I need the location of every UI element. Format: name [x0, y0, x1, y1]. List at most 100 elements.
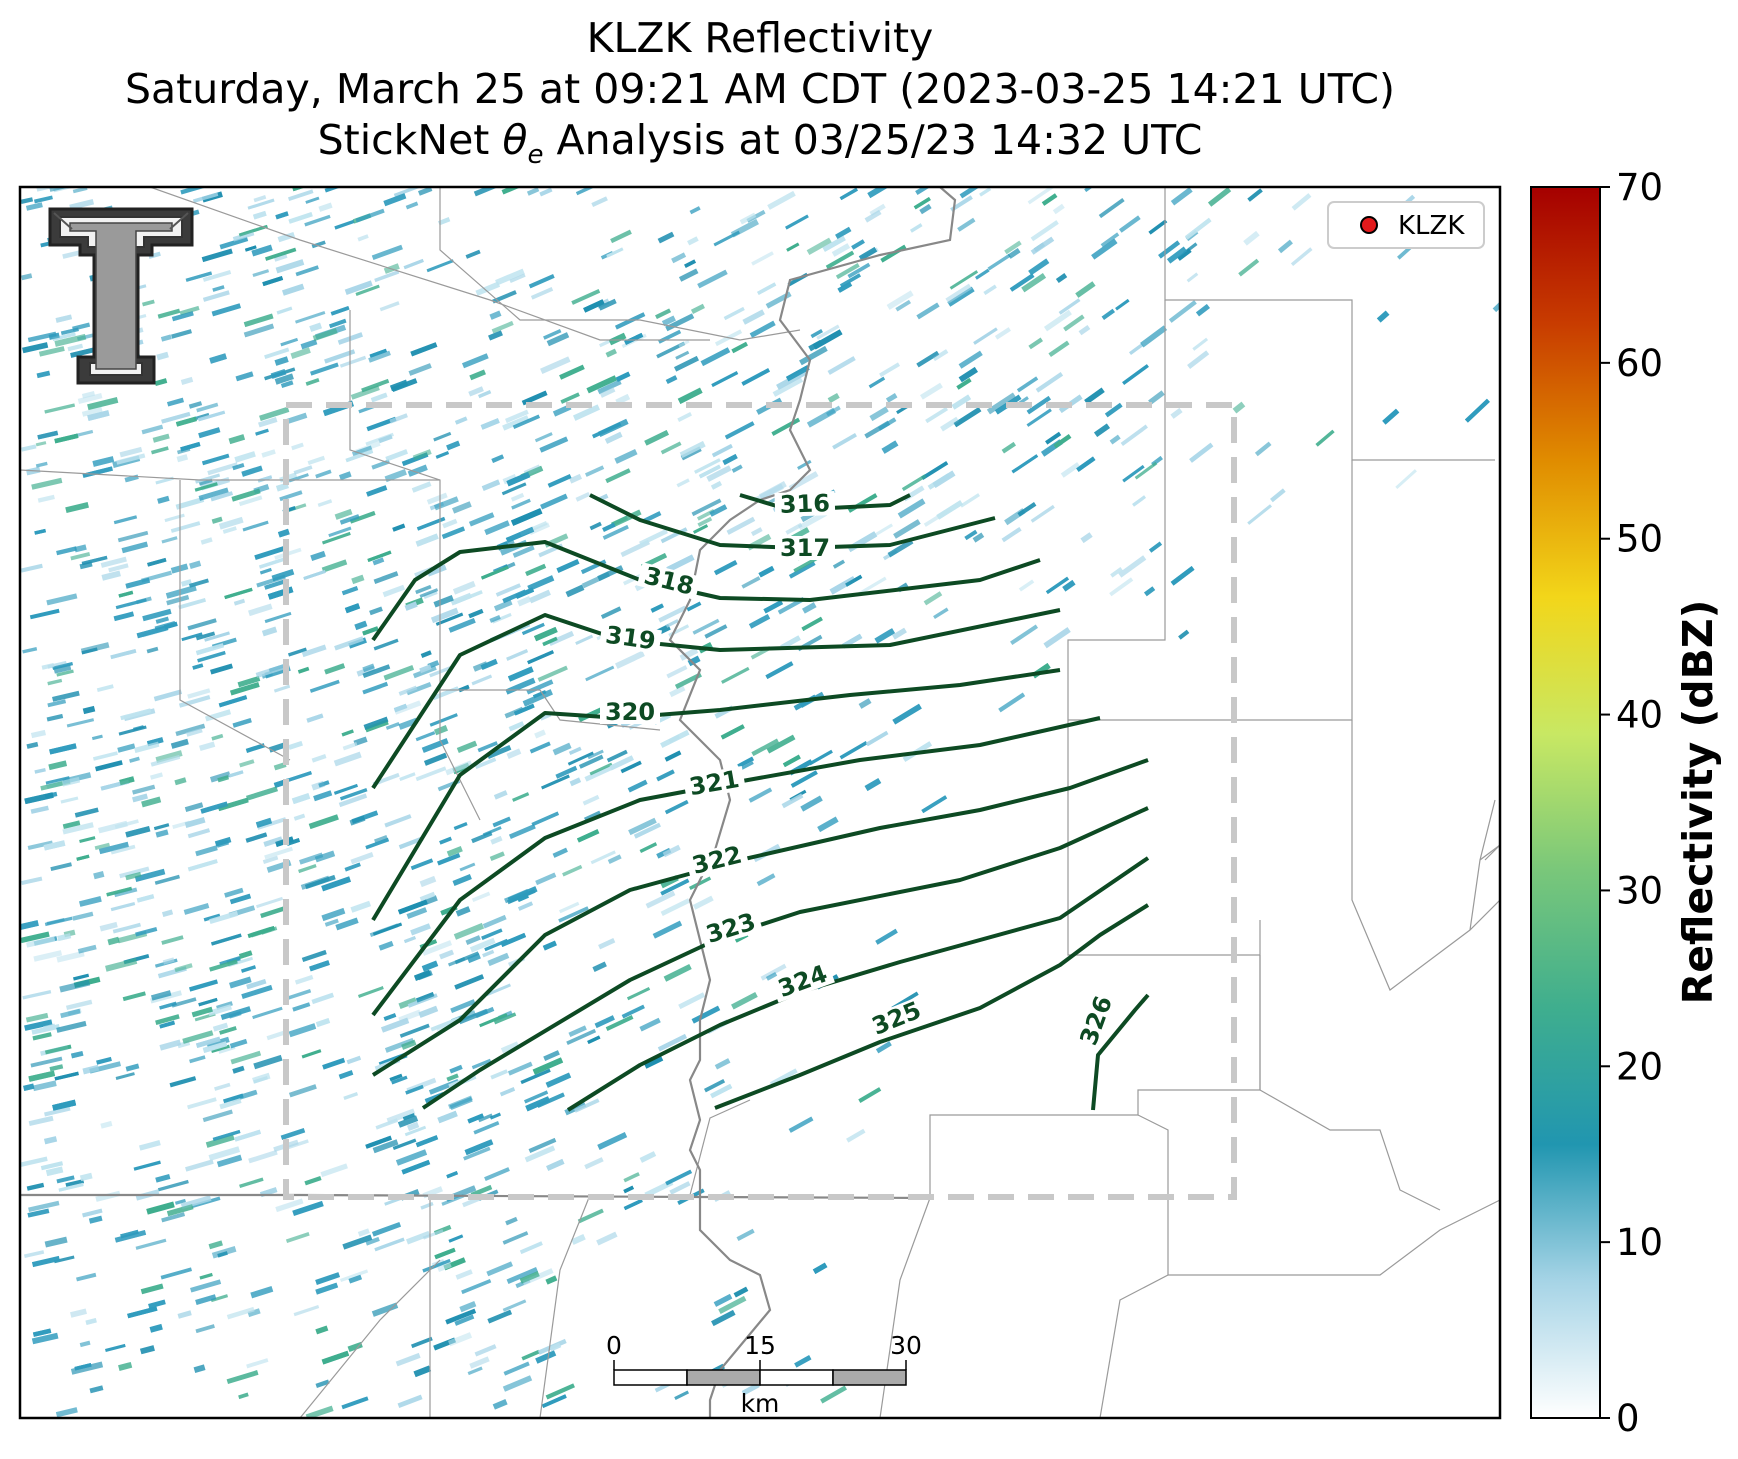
- radar-gate: [31, 1255, 60, 1268]
- radar-gate: [802, 602, 817, 614]
- radar-gate: [28, 1200, 60, 1212]
- radar-gate: [507, 666, 534, 682]
- title-line-1: KLZK Reflectivity: [587, 14, 934, 62]
- radar-gate: [262, 275, 284, 287]
- radar-gate: [478, 1113, 493, 1123]
- radar-gate: [53, 664, 72, 674]
- radar-gate: [242, 520, 269, 532]
- map-background: [20, 187, 1500, 1418]
- radar-gate: [516, 892, 529, 902]
- radar-gate: [448, 1332, 473, 1347]
- radar-gate: [664, 799, 689, 815]
- radar-gate: [639, 1151, 657, 1163]
- radar-gate: [571, 288, 601, 305]
- radar-gate: [932, 470, 956, 488]
- radar-gate: [252, 1072, 271, 1084]
- radar-gate: [645, 890, 676, 909]
- radar-gate: [177, 1040, 191, 1049]
- radar-gate: [1017, 502, 1037, 517]
- radar-gate: [869, 406, 889, 422]
- radar-gate: [1291, 193, 1312, 211]
- radar-gate: [660, 729, 690, 748]
- legend-label: KLZK: [1398, 211, 1465, 241]
- radar-gate: [309, 960, 330, 972]
- radar-gate: [29, 608, 60, 620]
- radar-gate: [28, 1115, 54, 1126]
- radar-gate: [522, 689, 553, 707]
- radar-gate: [21, 876, 43, 886]
- radar-gate: [666, 554, 695, 573]
- radar-gate: [23, 1083, 35, 1091]
- radar-gate: [200, 537, 213, 545]
- radar-gate: [545, 1383, 575, 1400]
- radar-gate: [730, 218, 759, 238]
- radar-gate: [422, 1229, 444, 1240]
- radar-gate: [193, 412, 210, 421]
- radar-gate: [113, 611, 135, 622]
- radar-gate: [459, 862, 476, 872]
- radar-gate: [180, 579, 192, 587]
- radar-gate: [669, 685, 686, 698]
- radar-gate: [1100, 232, 1120, 248]
- radar-gate: [749, 320, 776, 338]
- radar-gate: [763, 599, 784, 614]
- radar-gate: [315, 1379, 330, 1388]
- radar-gate: [82, 1208, 103, 1218]
- radar-gate: [350, 385, 380, 400]
- radar-gate: [558, 906, 589, 923]
- radar-gate: [687, 236, 699, 246]
- radar-gate: [788, 561, 816, 579]
- radar-gate: [211, 933, 242, 946]
- radar-gate: [534, 432, 553, 443]
- radar-gate: [822, 235, 846, 252]
- radar-gate: [22, 989, 52, 1000]
- radar-gate: [437, 852, 461, 866]
- radar-gate: [52, 662, 73, 670]
- radar-gate: [362, 626, 379, 636]
- radar-gate: [44, 1044, 72, 1055]
- radar-gate: [276, 482, 289, 492]
- radar-gate: [723, 306, 745, 321]
- radar-gate: [413, 1365, 432, 1378]
- radar-gate: [765, 971, 778, 981]
- radar-gate: [486, 744, 512, 760]
- radar-gate: [1192, 337, 1209, 351]
- radar-gate: [235, 371, 254, 382]
- contour-label-halo: [599, 621, 662, 655]
- county-line: [1479, 799, 1496, 861]
- radar-gate: [535, 872, 557, 886]
- radar-gate: [28, 1070, 56, 1082]
- radar-gate: [342, 1234, 373, 1250]
- radar-gate: [473, 1121, 500, 1135]
- contour-label-halo: [600, 700, 660, 724]
- radar-gate: [315, 1017, 331, 1028]
- radar-gate: [188, 979, 219, 992]
- radar-gate: [433, 725, 449, 736]
- radar-gate: [125, 577, 151, 589]
- radar-gate: [512, 792, 530, 802]
- radar-gate: [160, 1267, 192, 1280]
- radar-gate: [157, 495, 170, 504]
- radar-gate: [50, 862, 72, 871]
- radar-gate: [56, 546, 77, 556]
- radar-gate: [760, 963, 787, 981]
- radar-gate: [386, 1108, 416, 1124]
- radar-gate: [398, 1009, 422, 1023]
- radar-gate: [151, 446, 169, 455]
- county-line: [929, 955, 1261, 1198]
- radar-gate: [857, 576, 887, 596]
- radar-gate: [621, 1004, 645, 1019]
- radar-gate: [275, 211, 289, 220]
- radar-gate: [48, 332, 60, 340]
- radar-gate: [293, 465, 313, 475]
- radar-gate: [689, 876, 712, 890]
- radar-gate: [684, 259, 697, 268]
- radar-gate: [114, 1230, 147, 1243]
- radar-gate: [881, 440, 899, 454]
- radar-gate: [46, 713, 64, 722]
- radar-gate: [218, 1045, 236, 1054]
- radar-gate: [825, 250, 855, 270]
- radar-gate: [534, 729, 546, 739]
- radar-gate: [530, 287, 554, 300]
- radar-gate: [60, 327, 79, 336]
